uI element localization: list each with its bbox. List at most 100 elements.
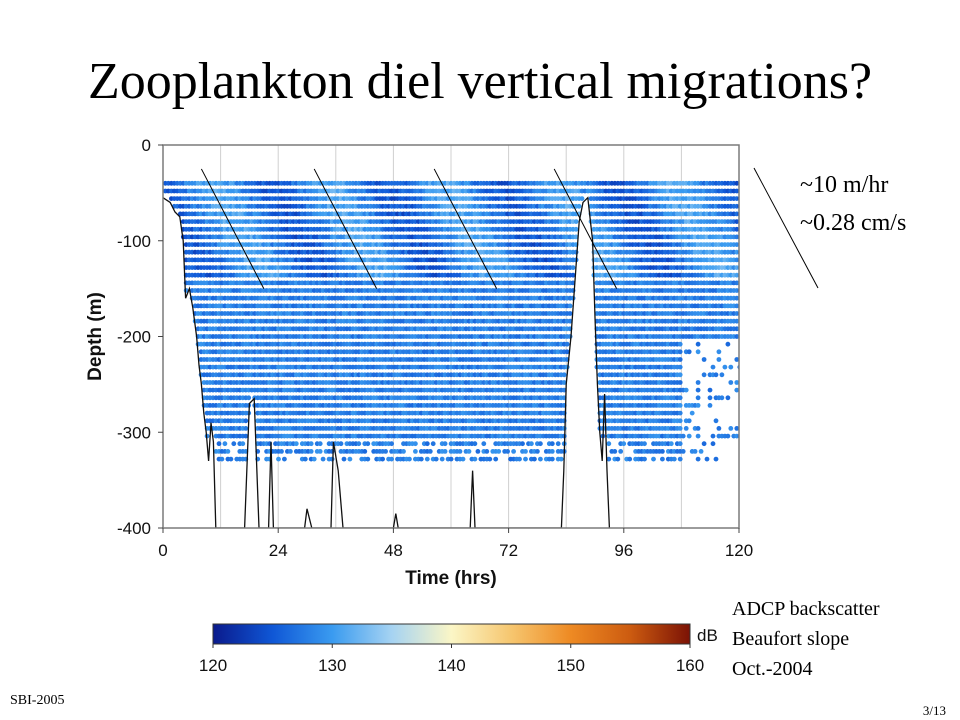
backscatter-bin <box>737 272 739 278</box>
backscatter-bin <box>567 334 573 339</box>
backscatter-bin <box>740 181 745 186</box>
backscatter-bin <box>701 372 707 378</box>
backscatter-bin <box>737 234 739 240</box>
backscatter-bin <box>743 250 748 255</box>
backscatter-bin <box>740 227 745 232</box>
backscatter-bin <box>677 364 683 370</box>
backscatter-bin <box>683 387 689 393</box>
backscatter-bin <box>737 318 739 324</box>
backscatter-bin <box>570 265 576 270</box>
backscatter-bin <box>737 311 739 316</box>
backscatter-bin <box>743 319 748 324</box>
backscatter-bin <box>743 296 748 301</box>
backscatter-bin <box>743 265 748 270</box>
backscatter-bin <box>570 272 576 278</box>
backscatter-bin <box>740 296 745 301</box>
backscatter-bin <box>743 281 748 286</box>
backscatter-bin <box>737 257 739 263</box>
backscatter-bin <box>737 280 739 286</box>
backscatter-bin <box>743 273 748 278</box>
backscatter-bin <box>743 219 748 224</box>
backscatter-bin <box>743 311 748 316</box>
backscatter-bin <box>737 227 739 232</box>
backscatter-bin <box>737 196 739 201</box>
backscatter-bin <box>740 242 745 247</box>
backscatter-bin <box>564 341 570 347</box>
backscatter-bin <box>725 341 731 347</box>
backscatter-bin <box>737 295 739 301</box>
backscatter-bin <box>677 341 683 347</box>
backscatter-bin <box>737 181 739 186</box>
backscatter-bin <box>743 181 748 186</box>
backscatter-bin <box>716 349 722 355</box>
backscatter-bin <box>737 188 739 194</box>
backscatter-bin <box>737 288 739 293</box>
backscatter-bin <box>743 204 748 209</box>
backscatter-bin <box>573 226 579 232</box>
backscatter-bin <box>740 311 745 316</box>
backscatter-bin <box>743 242 748 247</box>
backscatter-bin <box>743 334 748 339</box>
backscatter-bin <box>740 258 745 263</box>
backscatter-bin <box>740 304 745 309</box>
backscatter-bin <box>737 219 739 224</box>
backscatter-bin <box>737 334 739 339</box>
backscatter-bin <box>737 265 739 270</box>
backscatter-bin <box>743 212 748 217</box>
backscatter-bin <box>740 204 745 209</box>
backscatter-bin <box>686 349 692 355</box>
backscatter-bin <box>737 326 739 332</box>
backscatter-bin <box>737 211 739 217</box>
backscatter-bin <box>701 357 707 362</box>
backscatter-bin <box>246 395 252 401</box>
backscatter-bin <box>707 387 713 393</box>
backscatter-bin <box>713 372 719 378</box>
backscatter-bin <box>740 357 745 362</box>
backscatter-bin <box>740 235 745 240</box>
backscatter-bin <box>695 341 701 347</box>
backscatter-bin <box>743 227 748 232</box>
backscatter-bin <box>737 242 739 247</box>
backscatter-bin <box>740 196 745 201</box>
backscatter-bin <box>740 281 745 286</box>
backscatter-bin <box>740 342 745 347</box>
backscatter-bin <box>740 288 745 293</box>
backscatter-bin <box>719 372 725 378</box>
backscatter-bin <box>740 250 745 255</box>
backscatter-bin <box>740 265 745 270</box>
backscatter-bin <box>677 380 683 385</box>
backscatter-bin <box>677 357 683 362</box>
backscatter-bin <box>710 364 716 370</box>
backscatter-bin <box>722 364 728 370</box>
backscatter-bin <box>728 364 734 370</box>
backscatter-bin <box>561 372 567 378</box>
backscatter-bin <box>579 196 585 202</box>
backscatter-bin <box>695 387 701 393</box>
backscatter-bin <box>740 326 745 331</box>
backscatter-bin <box>740 334 745 339</box>
backscatter-bin <box>743 235 748 240</box>
backscatter-bin <box>695 349 701 355</box>
backscatter-bin <box>743 304 748 309</box>
backscatter-bin <box>740 273 745 278</box>
backscatter-bin <box>677 372 683 378</box>
backscatter-bin <box>743 196 748 201</box>
backscatter-bin <box>740 388 745 393</box>
backscatter-bin <box>737 364 739 370</box>
backscatter-bin <box>737 204 739 209</box>
backscatter-bin <box>677 349 683 355</box>
backscatter-bin <box>728 380 734 385</box>
backscatter-bin <box>743 189 748 194</box>
backscatter-bin <box>737 249 739 255</box>
backscatter-bin <box>740 219 745 224</box>
backscatter-bin <box>567 303 573 309</box>
backscatter-bin <box>737 303 739 309</box>
backscatter-bin <box>573 219 579 225</box>
backscatter-bin <box>716 357 722 362</box>
backscatter-bin <box>743 288 748 293</box>
backscatter-bin <box>740 319 745 324</box>
backscatter-bin <box>567 311 573 316</box>
backscatter-bin <box>743 258 748 263</box>
